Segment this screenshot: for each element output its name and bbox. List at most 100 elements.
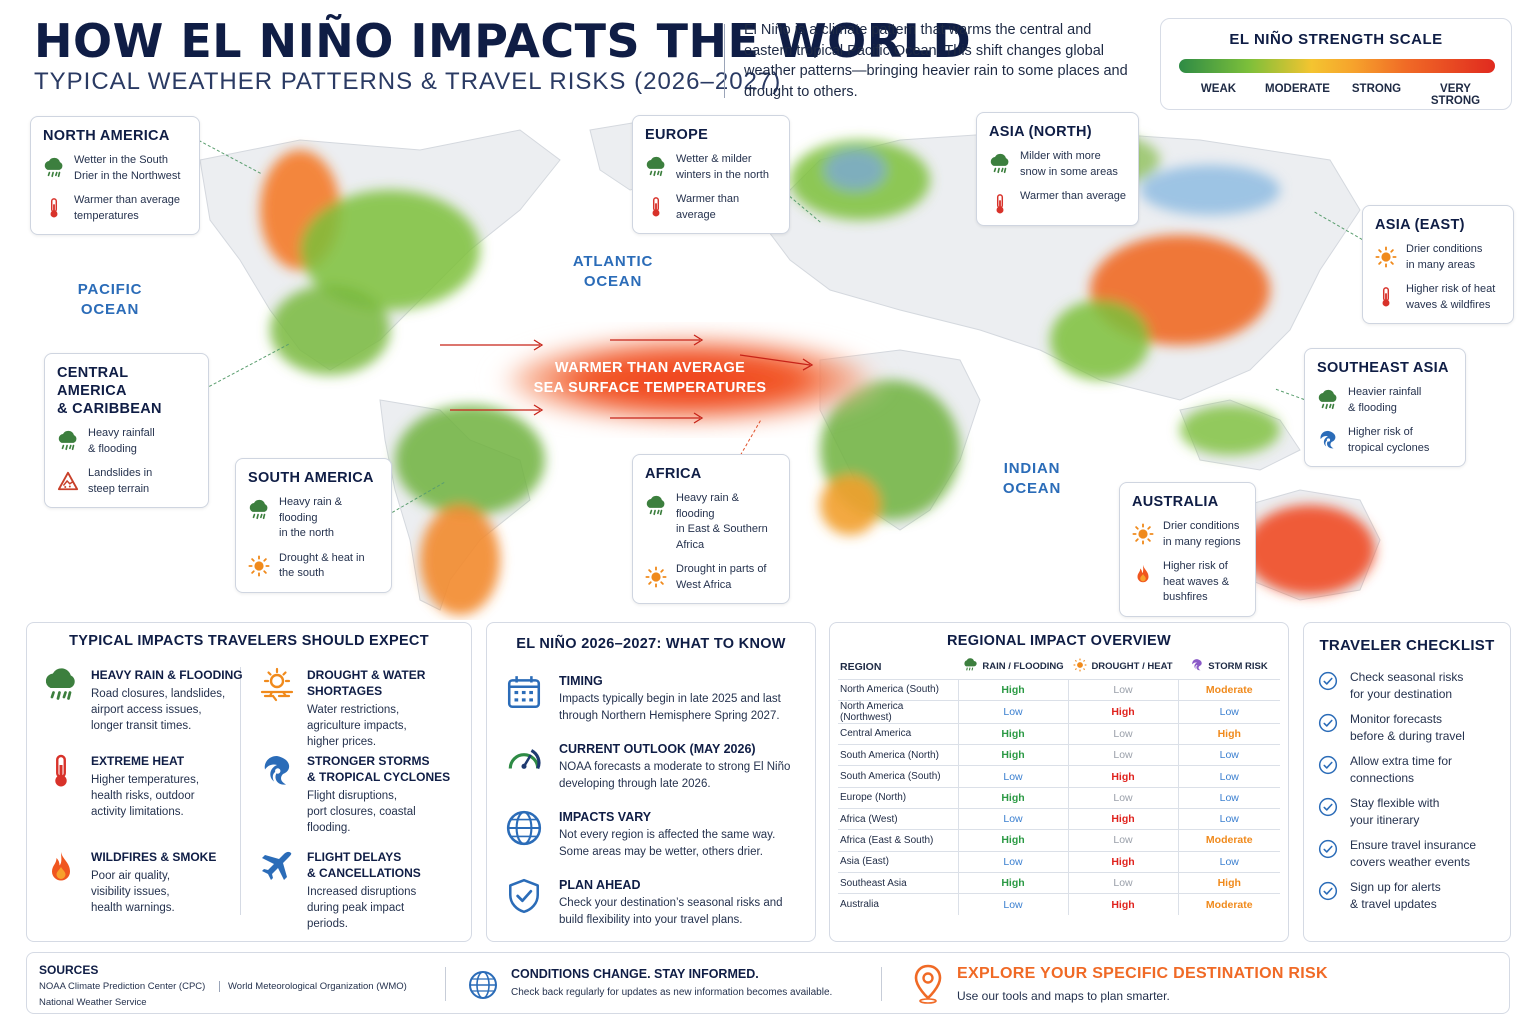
rain-cell: High [957,829,1068,852]
storm-cell: Low [1177,807,1280,830]
rain-cloud-icon [645,495,667,517]
rain-cloud-icon [248,499,270,521]
know-item-title: IMPACTS VARY [559,810,652,824]
region-cell: Europe (North) [838,786,958,809]
region-title: SOUTH AMERICA [248,470,374,486]
scale-label-weak: WEAK [1200,83,1237,95]
region-item-text: Wetter in the South Drier in the Northwe… [74,154,181,182]
storm-cell: Low [1177,786,1280,809]
region-title: ASIA (NORTH) [989,124,1092,140]
table-row: Southeast Asia High Low High [838,871,1280,894]
region-cell: Africa (East & South) [838,829,958,852]
rain-cloud-icon [645,156,667,178]
impact-title: WILDFIRES & SMOKE [91,850,217,864]
region-card-asia-north: ASIA (NORTH) Milder with more snow in som… [976,112,1139,226]
region-cell: North America (Northwest) [838,699,958,724]
drought-cell: High [1067,699,1178,724]
region-card-south-america: SOUTH AMERICA Heavy rain & flooding in th… [235,458,392,593]
impact-text: Flight disruptions, port closures, coast… [307,790,416,834]
header-storm: STORM RISK [1178,655,1280,679]
sun-icon [248,554,270,577]
region-cell: South America (South) [838,765,958,788]
location-pin-icon[interactable] [913,964,943,1009]
thermometer-icon [645,196,667,218]
impact-title: STRONGER STORMS & TROPICAL CYCLONES [307,754,451,784]
overview-header-row: REGION RAIN / FLOODING DROUGHT / HEAT ST… [838,655,1280,679]
checklist-item[interactable]: Check seasonal risks for your destinatio… [1318,669,1463,702]
impacts-panel: TYPICAL IMPACTS TRAVELERS SHOULD EXPECT … [26,622,472,942]
source-2: World Meteorological Organization (WMO) [228,981,407,992]
sources-title: SOURCES [39,963,99,977]
rain-cell: Low [957,765,1068,788]
storm-cell: Moderate [1177,829,1280,852]
overview-title: REGIONAL IMPACT OVERVIEW [947,633,1171,649]
drought-cell: High [1067,807,1178,830]
region-item: Wetter & milder winters in the north [645,152,777,183]
drought-cell: Low [1067,871,1178,894]
region-item: Milder with more snow in some areas [989,149,1126,180]
region-item: Drought in parts of West Africa [645,562,777,593]
calendar-icon [505,673,543,711]
region-card-europe: EUROPE Wetter & milder winters in the nor… [632,115,790,234]
rain-cell: High [957,744,1068,766]
rain-cloud-icon [1317,389,1339,411]
impact-title: DROUGHT & WATER SHORTAGES [307,668,426,698]
checklist-item[interactable]: Allow extra time for connections [1318,753,1452,786]
globe-icon [505,809,543,847]
drought-cell: Low [1067,786,1178,809]
know-item: PLAN AHEAD Check your destination’s seaso… [505,877,783,928]
strength-scale: EL NIÑO STRENGTH SCALE WEAK MODERATE STR… [1160,18,1512,110]
drought-cell: Low [1067,829,1178,852]
impact-item: WILDFIRES & SMOKE Poor air quality, visib… [43,849,216,916]
checklist-item-text: Allow extra time for connections [1350,754,1453,785]
region-item-text: Wetter & milder winters in the north [676,153,769,181]
storm-cell: High [1177,722,1280,745]
checklist-item[interactable]: Ensure travel insurance covers weather e… [1318,837,1476,870]
know-item-title: PLAN AHEAD [559,878,641,892]
landslide-icon [57,470,79,492]
rain-cloud-icon [43,157,65,179]
strength-scale-bar [1179,59,1495,73]
table-row: Asia (East) Low High Low [838,850,1280,873]
explore-risk-link[interactable]: EXPLORE YOUR SPECIFIC DESTINATION RISK [957,965,1328,982]
rain-cell: Low [957,893,1068,915]
sun-icon [645,566,667,588]
impact-text: Road closures, landslides, airport acces… [91,688,226,732]
ocean-label-pacific: PACIFIC OCEAN [77,281,143,318]
header-region: REGION [840,660,882,673]
region-card-north-america: NORTH AMERICA Wetter in the South Drier i… [30,116,200,235]
impact-text: Increased disruptions during peak impact… [307,886,417,930]
drought-cell: Low [1067,722,1178,745]
footer-divider-1 [445,967,446,1001]
rain-cell: High [957,678,1068,701]
explore-risk-text: Use our tools and maps to plan smarter. [957,989,1170,1003]
rain-cell: Low [957,850,1068,873]
scale-label-very-strong: VERY STRONG [1430,83,1481,107]
checklist-item-text: Monitor forecasts before & during travel [1350,712,1465,743]
region-cell: Southeast Asia [838,871,958,894]
page-title: HOW EL NIÑO IMPACTS THE WORLD [34,14,972,68]
impact-title: EXTREME HEAT [91,754,185,768]
region-item: Drier conditions in many regions [1132,519,1243,550]
impact-text: Water restrictions, agriculture impacts,… [307,704,407,748]
region-item: Drier conditions in many areas [1375,242,1501,273]
header-rain-label: RAIN / FLOODING [982,661,1064,673]
region-item-text: Heavy rainfall & flooding [88,427,155,455]
storm-cell: Low [1177,850,1280,873]
checklist-item[interactable]: Stay flexible with your itinerary [1318,795,1439,828]
page-subtitle: TYPICAL WEATHER PATTERNS & TRAVEL RISKS … [34,68,782,95]
region-item-text: Warmer than average [1020,190,1126,202]
know-item-title: TIMING [559,674,603,688]
region-item-text: Heavy rain & flooding in East & Southern… [676,492,768,551]
rain-cloud-icon [989,153,1011,175]
source-3: National Weather Service [39,997,147,1008]
sun-icon [1073,658,1087,675]
region-item-text: Warmer than average [676,193,740,221]
current-arrows [440,334,814,424]
rain-cell: Low [957,807,1068,830]
rain-cloud-icon [962,658,978,675]
checklist-item[interactable]: Monitor forecasts before & during travel [1318,711,1465,744]
checklist-item[interactable]: Sign up for alerts & travel updates [1318,879,1441,912]
impact-item: HEAVY RAIN & FLOODING Road closures, land… [43,667,243,734]
region-card-africa: AFRICA Heavy rain & flooding in East & So… [632,454,790,604]
